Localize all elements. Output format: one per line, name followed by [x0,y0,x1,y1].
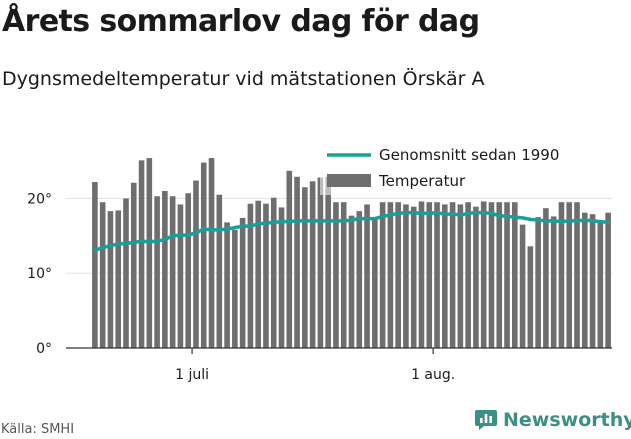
temperature-bar [193,180,199,348]
temperature-bar [154,196,160,348]
temperature-bar [255,200,261,348]
temperature-bar [123,198,129,348]
temperature-bar [177,204,184,348]
temperature-bar [543,208,549,348]
x-tick-label: 1 aug. [411,367,455,383]
temperature-bar [185,193,191,348]
temperature-bar [92,182,98,348]
chart-title: Årets sommarlov dag för dag [2,4,480,39]
temperature-bar [480,201,487,348]
temperature-bar [434,202,440,348]
temperature-bar [379,202,386,348]
temperature-bar [115,210,122,348]
temperature-bar [426,202,433,348]
temperature-bar [465,202,471,348]
temperature-bar [488,202,495,348]
temperature-bar [356,211,363,348]
temperature-bar [387,202,394,348]
temperature-bar [107,211,114,348]
temperature-bar [457,204,464,348]
legend-label-temperature: Temperatur [378,172,466,190]
chart-subtitle: Dygnsmedeltemperatur vid mätstationen Ör… [2,68,485,90]
temperature-bar [364,204,370,348]
temperature-bar [372,217,378,348]
temperature-bar [263,203,269,348]
temperature-bar [216,194,223,348]
temperature-bar [535,217,541,348]
newsworthy-chart-logo-icon [475,410,497,430]
legend-label-average: Genomsnitt sedan 1990 [379,146,559,164]
temperature-bar [270,197,277,348]
temperature-bar [200,162,207,348]
temperature-bar [566,202,573,348]
y-tick-label: 20° [27,191,52,207]
temperature-bar [605,212,611,348]
average-line-path [93,210,610,252]
temperature-bar [278,207,285,348]
x-tick-label: 1 juli [175,367,209,383]
temperature-bar [473,206,479,348]
temperature-bar [512,202,518,348]
temperature-bars [92,158,611,348]
axes: 0° 10° 20° 1 juli 1 aug. [27,191,612,383]
source-note: Källa: SMHI [1,422,75,437]
brand-name: Newsworthy [503,409,631,431]
average-line [93,210,610,252]
y-tick-label: 0° [36,341,52,357]
temperature-bar [239,217,246,348]
temperature-bar [418,201,425,348]
temperature-bar [317,177,324,348]
temperature-bar [574,202,580,348]
temperature-bar [169,196,176,348]
brand-logo: Newsworthy [474,409,631,431]
temperature-bar [99,202,106,348]
temperature-bar [247,203,254,348]
temperature-bar [395,202,401,348]
temperature-bar [550,216,557,348]
temperature-bar [224,222,230,348]
temperature-bar [597,221,604,348]
temperature-bar [442,204,448,348]
temperature-bar [130,182,137,348]
temperature-bar [410,206,417,348]
legend: Genomsnitt sedan 1990 Temperatur [320,143,590,195]
temperature-bar [519,224,526,348]
temperature-bar [302,187,308,348]
temperature-bar [162,190,168,348]
temperature-bar [581,212,588,348]
temperature-bar [340,202,347,348]
temperature-bar [348,215,355,348]
temperature-bar [208,158,215,348]
temperature-bar [527,246,534,348]
temperature-bar [286,170,293,348]
temperature-bar [138,160,145,348]
temperature-bar [294,176,300,348]
temperature-bar [325,176,331,348]
temperature-bar [504,202,510,348]
y-tick-label: 10° [27,266,52,282]
temperature-bar [146,158,153,348]
temperature-bar [589,214,596,348]
temperature-bar [558,202,565,348]
temperature-bar [496,202,503,348]
temperature-bar [403,204,409,348]
temperature-bar [232,229,238,348]
temperature-bar [449,202,456,348]
legend-bar-swatch [327,174,371,187]
temperature-bar [333,202,339,348]
temperature-bar [309,181,316,348]
